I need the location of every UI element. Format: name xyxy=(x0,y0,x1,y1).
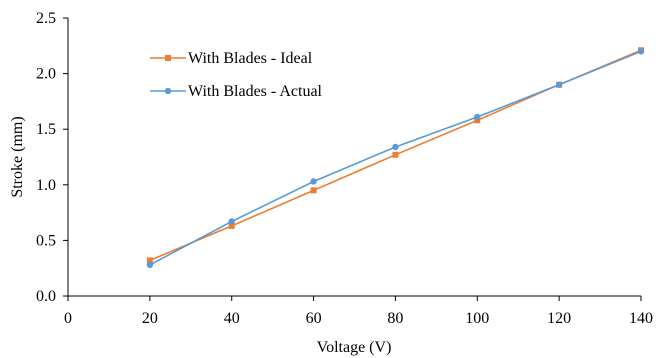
y-axis-title: Stroke (mm) xyxy=(9,116,26,197)
x-tick-label: 140 xyxy=(629,310,653,327)
data-point xyxy=(228,222,235,229)
x-tick-label: 100 xyxy=(465,310,489,327)
x-axis-title: Voltage (V) xyxy=(317,339,392,356)
legend-entry: With Blades - Actual xyxy=(150,83,323,100)
data-point xyxy=(146,261,154,269)
y-tick-label: 0.5 xyxy=(36,232,56,249)
data-point xyxy=(637,48,645,55)
x-tick-label: 20 xyxy=(142,310,158,327)
data-point xyxy=(310,187,317,194)
legend-entry: With Blades - Ideal xyxy=(150,50,313,67)
data-point xyxy=(310,178,317,185)
y-tick-label: 2.0 xyxy=(36,66,56,83)
x-tick-label: 60 xyxy=(306,310,322,327)
x-tick-label: 120 xyxy=(547,310,571,327)
y-tick-label: 2.5 xyxy=(36,10,56,27)
data-point xyxy=(392,151,399,158)
data-point xyxy=(146,257,153,264)
x-tick-label: 80 xyxy=(387,310,403,327)
data-point xyxy=(555,81,563,88)
data-point xyxy=(228,218,235,225)
y-tick-label: 0.0 xyxy=(36,288,56,305)
data-point xyxy=(474,113,481,121)
legend-swatch-marker xyxy=(165,55,171,61)
y-tick-label: 1.0 xyxy=(36,177,56,194)
data-point xyxy=(392,143,399,151)
x-tick-label: 40 xyxy=(224,310,240,327)
legend-label: With Blades - Ideal xyxy=(188,50,313,67)
series-layer xyxy=(146,47,645,269)
legend-label: With Blades - Actual xyxy=(188,83,323,100)
axes: 0.0 0.5 1.0 1.5 2.0 2.5 0 20 40 60 80 100 120 140 xyxy=(36,10,653,327)
x-tick-label: 0 xyxy=(64,310,72,327)
data-point xyxy=(474,117,481,124)
y-tick-label: 1.5 xyxy=(36,121,56,138)
series-2 xyxy=(146,48,645,269)
legend-swatch-marker xyxy=(164,87,172,95)
legend: With Blades - Ideal With Blades - Actual xyxy=(150,50,323,100)
